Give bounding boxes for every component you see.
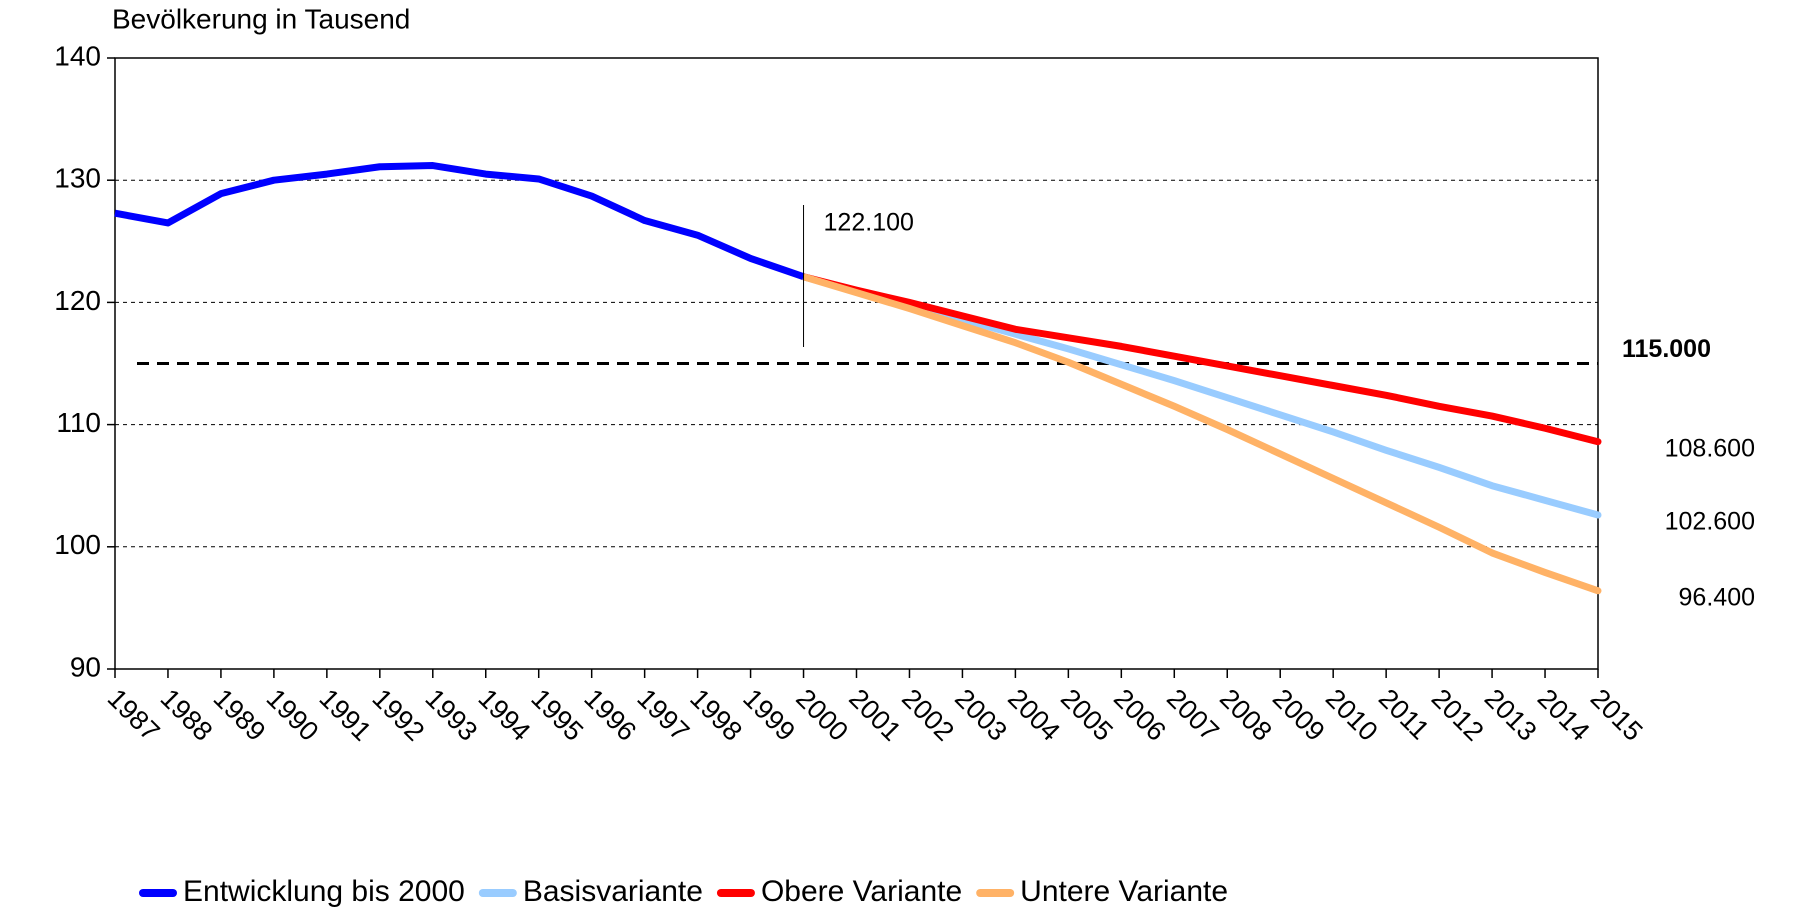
legend-label: Basisvariante	[523, 875, 703, 908]
y-axis-label: Bevölkerung in Tausend	[112, 3, 410, 34]
y-tick-label: 100	[54, 529, 101, 560]
x-tick-label: 1997	[631, 683, 695, 747]
x-tick-label: 2011	[1373, 683, 1435, 745]
x-tick-label: 1991	[314, 683, 378, 747]
x-tick-label: 1994	[472, 683, 536, 747]
x-tick-label: 2013	[1479, 683, 1543, 747]
y-tick-label: 140	[54, 40, 101, 71]
x-tick-label: 2008	[1214, 683, 1278, 747]
value-label: 96.400	[1679, 583, 1755, 611]
x-tick-label: 1998	[684, 683, 748, 747]
x-tick-label: 1999	[737, 683, 801, 747]
series-line	[114, 162, 805, 281]
x-tick-label: 2003	[949, 683, 1013, 747]
x-tick-label: 2007	[1161, 683, 1225, 747]
series-line	[802, 273, 1600, 595]
x-tick-label: 1992	[367, 683, 431, 747]
x-tick-label: 1996	[578, 683, 642, 747]
x-tick-label: 1989	[208, 683, 272, 747]
x-tick-label: 1988	[155, 683, 219, 747]
legend-label: Untere Variante	[1020, 875, 1228, 908]
series-line	[802, 273, 1599, 446]
x-tick-label: 2010	[1320, 683, 1384, 747]
x-tick-label: 2009	[1267, 683, 1331, 747]
x-tick-label: 2015	[1585, 683, 1649, 747]
end-point	[1594, 438, 1602, 446]
y-tick-label: 130	[54, 163, 101, 194]
x-tick-label: 2004	[1002, 683, 1066, 747]
x-tick-label: 2002	[896, 683, 960, 747]
x-tick-label: 1990	[261, 683, 325, 747]
legend-label: Obere Variante	[761, 875, 962, 908]
y-tick-label: 110	[56, 407, 101, 438]
y-tick-label: 90	[70, 651, 101, 682]
end-point	[1594, 587, 1602, 595]
x-tick-label: 2014	[1532, 683, 1596, 747]
value-label: 102.600	[1665, 508, 1755, 536]
end-point	[1594, 511, 1602, 519]
x-tick-label: 1987	[102, 683, 166, 747]
x-tick-label: 1995	[525, 683, 589, 747]
x-tick-label: 2006	[1108, 683, 1172, 747]
series-line	[802, 273, 1599, 519]
x-tick-label: 1993	[420, 683, 484, 747]
x-tick-label: 2001	[843, 683, 907, 747]
x-tick-label: 2005	[1055, 683, 1119, 747]
x-tick-label: 2000	[790, 683, 854, 747]
value-label: 108.600	[1665, 434, 1755, 462]
y-tick-label: 120	[54, 285, 101, 316]
x-tick-label: 2012	[1426, 683, 1490, 747]
legend-label: Entwicklung bis 2000	[183, 875, 465, 908]
value-label: 122.100	[824, 209, 914, 237]
reference-label: 115.000	[1622, 335, 1711, 363]
